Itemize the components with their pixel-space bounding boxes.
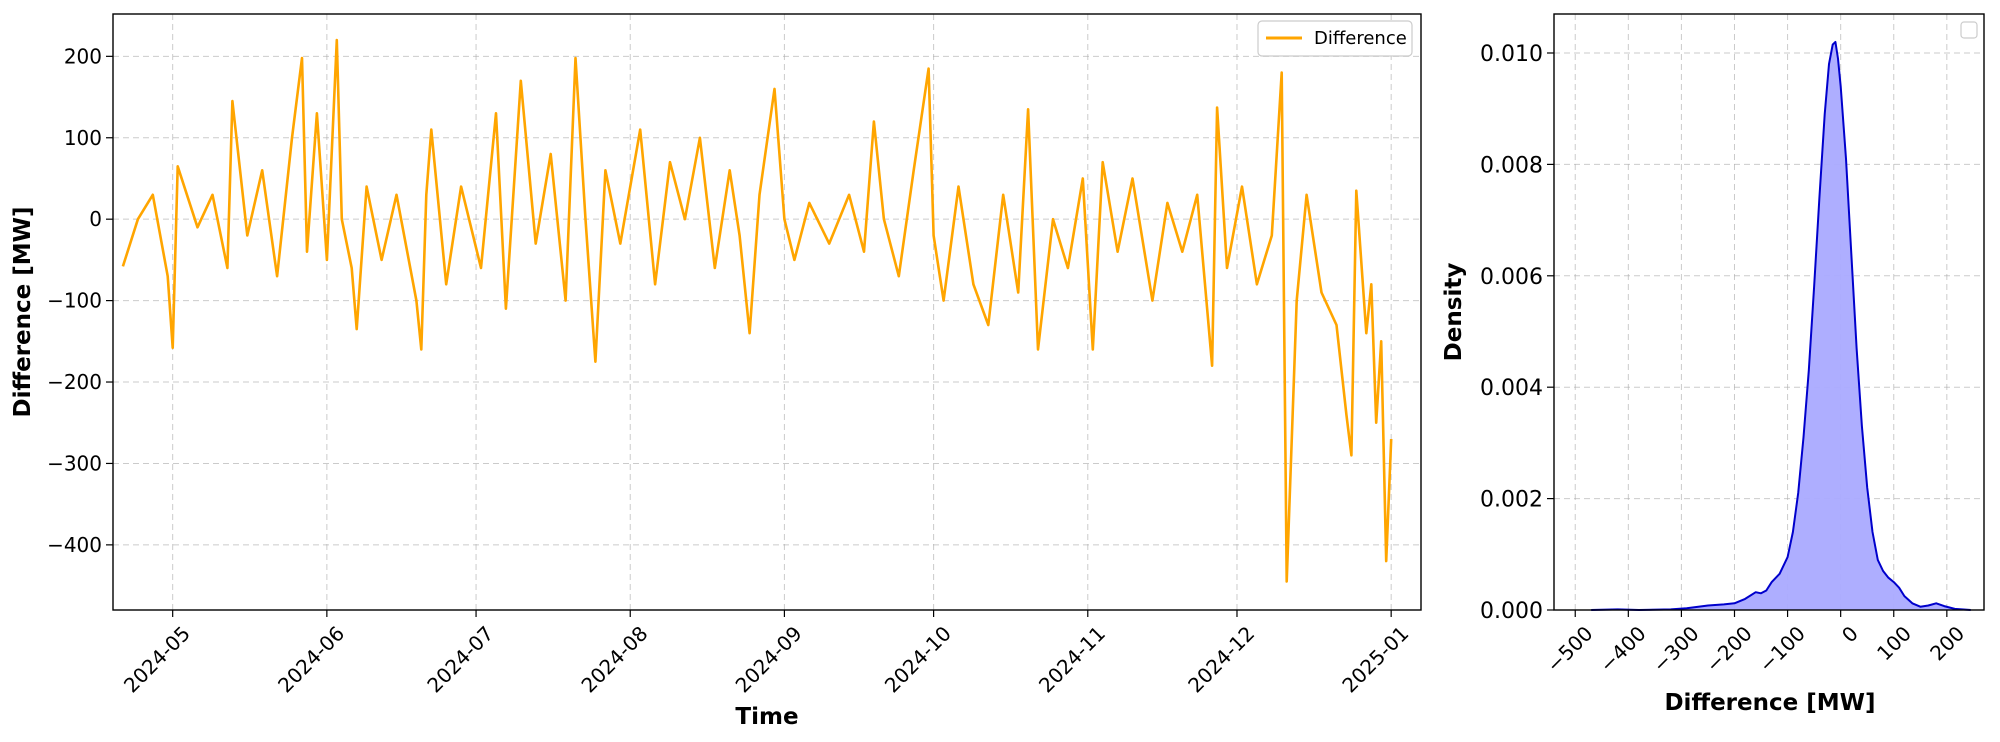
x-tick-label: 2024-05 [119,621,195,697]
x-tick-label: 2024-09 [731,621,807,697]
legend-box [1257,20,1413,57]
time-series-plot-frame [112,13,1422,611]
density-x-tick-label: −300 [1648,621,1704,677]
time-series-panel: 2024-05 2024-06 2024-07 2024-08 2024-09 2024-… [10,13,1422,730]
density-grid [1554,14,1984,611]
density-line [1591,40,1971,611]
time-series-grid [113,14,1421,610]
density-x-tick-label: −200 [1701,621,1757,677]
density-y-axis-label: Density [1441,263,1467,362]
density-x-tick-label: −100 [1754,621,1810,677]
difference-series [121,38,1393,583]
density-y-tick-label: 0.002 [1480,488,1543,513]
y-tick-label: −300 [47,451,102,475]
density-fill [1591,41,1971,610]
legend-label: Difference [1314,28,1407,49]
x-tick-label: 2024-11 [1034,621,1110,697]
x-tick-label: 2024-08 [576,621,652,697]
density-y-tick-label: 0.006 [1480,265,1543,290]
y-tick-label: −200 [47,370,102,394]
density-panel: −500−400−300−200−100 0 100 200 0.000 0.002 0.0… [1441,13,1985,716]
density-y-tick-label: 0.008 [1480,153,1543,178]
difference-line [121,38,1393,583]
y-tick-label: −400 [47,533,102,557]
x-tick-label: 2024-10 [880,621,956,697]
density-y-tick-label: 0.000 [1480,599,1543,624]
x-tick-label: 2024-06 [273,621,349,697]
density-y-tick-label: 0.010 [1480,42,1543,67]
y-tick-label: −100 [47,289,102,313]
density-x-tick-label: 200 [1925,621,1969,665]
x-tick-label: 2024-12 [1183,621,1259,697]
density-x-tick-label: 0 [1837,621,1863,647]
time-series-legend: Difference [1257,20,1413,57]
y-tick-label: 0 [89,207,102,231]
y-tick-label: 100 [64,126,102,150]
density-y-tick-label: 0.004 [1480,376,1543,401]
y-tick-label: 200 [64,44,102,68]
x-tick-label: 2024-07 [422,621,498,697]
x-axis-label: Time [735,704,798,730]
density-x-tick-label: −400 [1595,621,1651,677]
y-axis-label: Difference [MW] [10,206,36,417]
density-plot-frame [1553,13,1985,611]
density-x-tick-label: −500 [1542,621,1598,677]
density-x-axis-label: Difference [MW] [1664,690,1875,716]
density-x-tick-label: 100 [1872,621,1916,665]
empty-legend-box [1960,21,1978,39]
density-curve [1591,40,1971,611]
time-series-ticks: 2024-05 2024-06 2024-07 2024-08 2024-09 2024-… [47,44,1413,697]
x-tick-label: 2025-01 [1337,621,1413,697]
